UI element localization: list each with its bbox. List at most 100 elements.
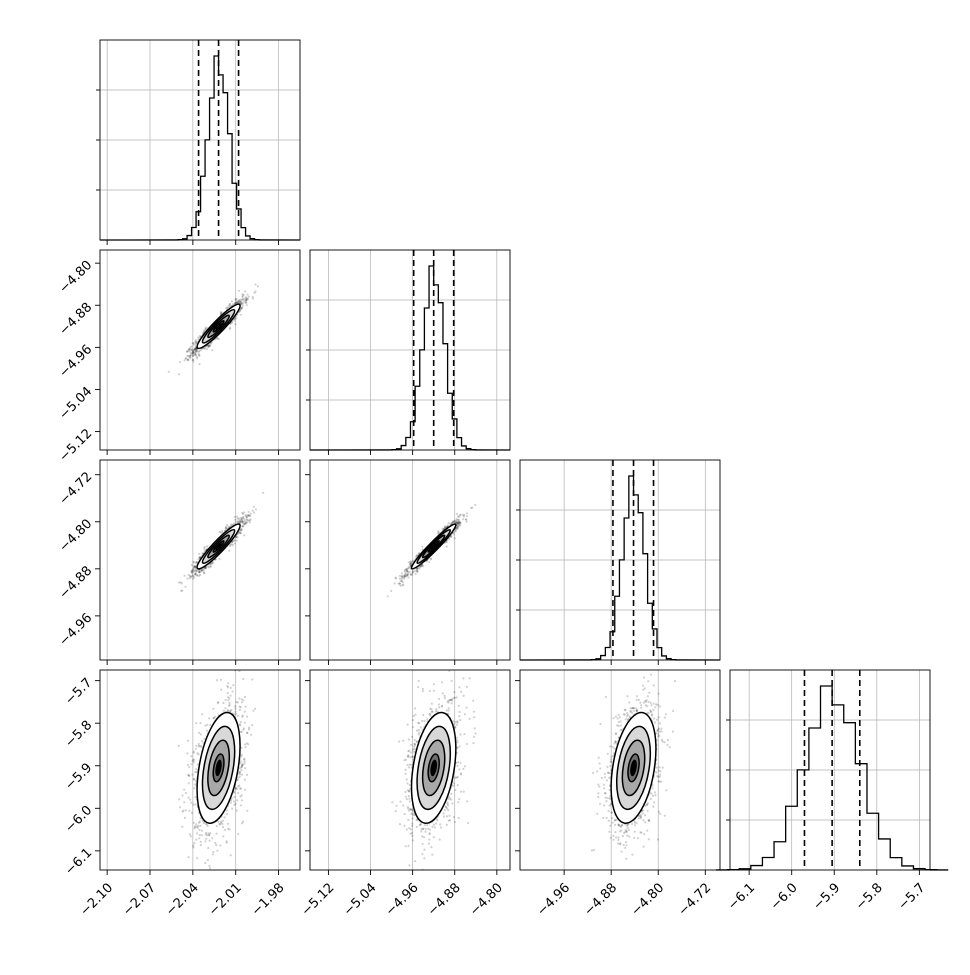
scatter-point xyxy=(237,833,239,835)
scatter-point xyxy=(188,775,190,777)
scatter-point xyxy=(391,801,393,803)
scatter-point xyxy=(240,721,242,723)
scatter-point xyxy=(460,762,462,764)
scatter-point xyxy=(242,298,244,300)
scatter-point xyxy=(413,748,415,750)
scatter-point xyxy=(193,561,195,563)
scatter-point xyxy=(204,328,206,330)
scatter-point xyxy=(241,774,243,776)
scatter-point xyxy=(237,715,239,717)
scatter-point xyxy=(244,779,246,781)
scatter-point xyxy=(234,542,236,544)
scatter-point xyxy=(192,760,194,762)
scatter-point xyxy=(659,813,661,815)
scatter-point xyxy=(241,518,243,520)
scatter-point xyxy=(248,296,250,298)
scatter-point xyxy=(227,823,229,825)
scatter-point xyxy=(188,782,190,784)
scatter-point xyxy=(413,743,415,745)
scatter-point xyxy=(466,521,468,523)
scatter-point xyxy=(601,777,603,779)
scatter-point xyxy=(246,716,248,718)
scatter-point xyxy=(464,765,466,767)
scatter-point xyxy=(443,695,445,697)
scatter-point xyxy=(238,785,240,787)
scatter-point xyxy=(451,802,453,804)
scatter-point xyxy=(236,540,238,542)
scatter-point xyxy=(610,758,612,760)
scatter-point xyxy=(409,808,411,810)
scatter-point xyxy=(405,769,407,771)
scatter-point xyxy=(463,514,465,516)
scatter-point xyxy=(233,796,235,798)
scatter-point xyxy=(643,846,645,848)
scatter-point xyxy=(192,578,194,580)
scatter-point xyxy=(459,733,461,735)
scatter-point xyxy=(244,711,246,713)
scatter-point xyxy=(444,697,446,699)
scatter-point xyxy=(204,840,206,842)
scatter-point xyxy=(402,581,404,583)
scatter-point xyxy=(469,677,471,679)
scatter-point xyxy=(453,816,455,818)
scatter-point xyxy=(454,777,456,779)
scatter-point xyxy=(420,823,422,825)
scatter-point xyxy=(239,773,241,775)
scatter-point xyxy=(241,766,243,768)
scatter-point xyxy=(226,809,228,811)
scatter-point xyxy=(183,801,185,803)
scatter-point xyxy=(457,776,459,778)
scatter-point xyxy=(220,821,222,823)
scatter-point xyxy=(656,775,658,777)
scatter-point xyxy=(190,802,192,804)
scatter-point xyxy=(238,697,240,699)
scatter-point xyxy=(245,746,247,748)
scatter-point xyxy=(402,584,404,586)
scatter-point xyxy=(227,699,229,701)
scatter-point xyxy=(407,819,409,821)
scatter-point xyxy=(191,571,193,573)
scatter-point xyxy=(417,686,419,688)
scatter-point xyxy=(246,774,248,776)
scatter-point xyxy=(454,726,456,728)
scatter-point xyxy=(636,699,638,701)
scatter-point xyxy=(418,729,420,731)
scatter-point xyxy=(200,733,202,735)
scatter-point xyxy=(648,838,650,840)
scatter-point xyxy=(626,695,628,697)
scatter-point xyxy=(458,817,460,819)
scatter-point xyxy=(206,724,208,726)
scatter-point xyxy=(598,786,600,788)
scatter-point xyxy=(402,805,404,807)
scatter-point xyxy=(241,754,243,756)
scatter-point xyxy=(242,764,244,766)
scatter-point xyxy=(248,511,250,513)
scatter-point xyxy=(211,837,213,839)
scatter-point xyxy=(216,833,218,835)
scatter-point xyxy=(189,799,191,801)
scatter-point xyxy=(236,809,238,811)
scatter-point xyxy=(402,740,404,742)
scatter-point xyxy=(216,679,218,681)
scatter-point xyxy=(445,806,447,808)
scatter-point xyxy=(227,682,229,684)
scatter-point xyxy=(247,514,249,516)
scatter-point xyxy=(390,590,392,592)
scatter-point xyxy=(612,717,614,719)
scatter-point xyxy=(424,831,426,833)
scatter-point xyxy=(198,837,200,839)
scatter-point xyxy=(240,314,242,316)
scatter-point xyxy=(195,722,197,724)
scatter-point xyxy=(412,817,414,819)
scatter-point xyxy=(466,515,468,517)
scatter-point xyxy=(411,573,413,575)
scatter-point xyxy=(399,823,401,825)
scatter-point xyxy=(410,813,412,815)
scatter-point xyxy=(633,837,635,839)
scatter-point xyxy=(407,764,409,766)
scatter-point xyxy=(417,722,419,724)
scatter-point xyxy=(420,828,422,830)
scatter-point xyxy=(195,838,197,840)
scatter-point xyxy=(453,666,455,668)
scatter-point xyxy=(405,796,407,798)
